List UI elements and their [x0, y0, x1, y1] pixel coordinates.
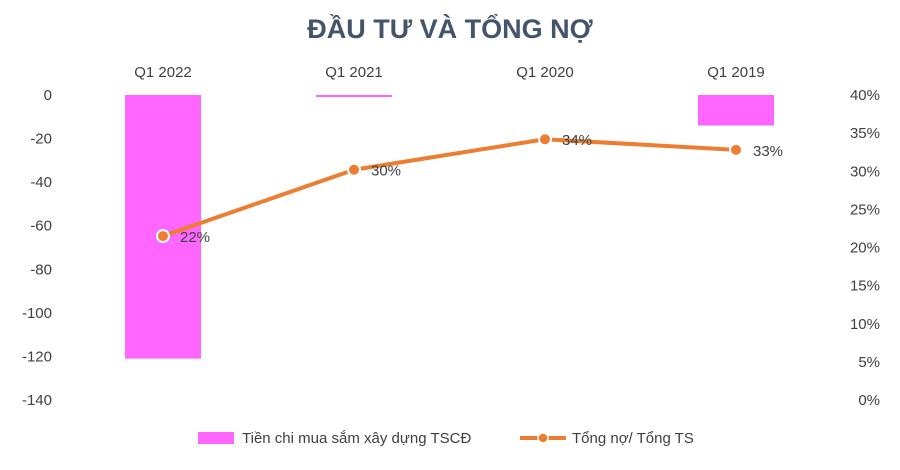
left-axis-tick-label: -120	[22, 348, 52, 365]
left-axis-tick-label: -20	[30, 131, 52, 148]
bar	[316, 95, 392, 97]
category-label: Q1 2019	[707, 64, 765, 81]
right-axis-tick-label: 20%	[850, 240, 880, 257]
series-line	[162, 137, 737, 238]
data-label: 33%	[753, 143, 783, 160]
legend-line-marker	[537, 432, 549, 444]
right-axis-tick-label: 10%	[850, 316, 880, 333]
right-axis-tick-label: 40%	[850, 87, 880, 104]
left-axis-tick-label: -60	[30, 218, 52, 235]
category-label: Q1 2021	[325, 64, 383, 81]
left-axis-tick-label: 0	[44, 87, 52, 104]
left-axis-tick-label: -80	[30, 261, 52, 278]
data-label: 22%	[180, 229, 210, 246]
line-point	[729, 142, 743, 157]
data-label: 34%	[562, 132, 592, 149]
bar	[698, 95, 774, 126]
bars-layer	[125, 95, 774, 359]
left-axis-tick-label: -40	[30, 174, 52, 191]
left-axis-tick-label: -140	[22, 392, 52, 409]
category-label: Q1 2022	[134, 64, 192, 81]
category-label: Q1 2020	[516, 64, 574, 81]
right-axis-tick-label: 5%	[858, 354, 880, 371]
legend-bar-label: Tiền chi mua sắm xây dựng TSCĐ	[242, 430, 471, 447]
right-axis: 40% 35% 30% 25% 20% 15% 10% 5% 0%	[850, 87, 880, 409]
left-axis: 0 -20 -40 -60 -80 -100 -120 -140	[22, 87, 52, 409]
right-axis-tick-label: 35%	[850, 125, 880, 142]
right-axis-tick-label: 25%	[850, 201, 880, 218]
right-axis-tick-label: 30%	[850, 163, 880, 180]
legend-bar-swatch	[198, 432, 234, 444]
right-axis-tick-label: 15%	[850, 278, 880, 295]
chart-title: ĐẦU TƯ VÀ TỔNG NỢ	[307, 13, 592, 44]
right-axis-tick-label: 0%	[858, 392, 880, 409]
line-point	[538, 132, 552, 147]
line-point	[156, 229, 170, 244]
line-layer: 22% 30% 34% 33%	[156, 132, 783, 246]
data-label: 30%	[371, 163, 401, 180]
legend: Tiền chi mua sắm xây dựng TSCĐ Tổng nợ/ …	[198, 430, 694, 447]
line-point	[347, 162, 361, 177]
category-axis: Q1 2022 Q1 2021 Q1 2020 Q1 2019	[134, 64, 765, 81]
left-axis-tick-label: -100	[22, 305, 52, 322]
legend-line-label: Tổng nợ/ Tổng TS	[572, 430, 694, 447]
